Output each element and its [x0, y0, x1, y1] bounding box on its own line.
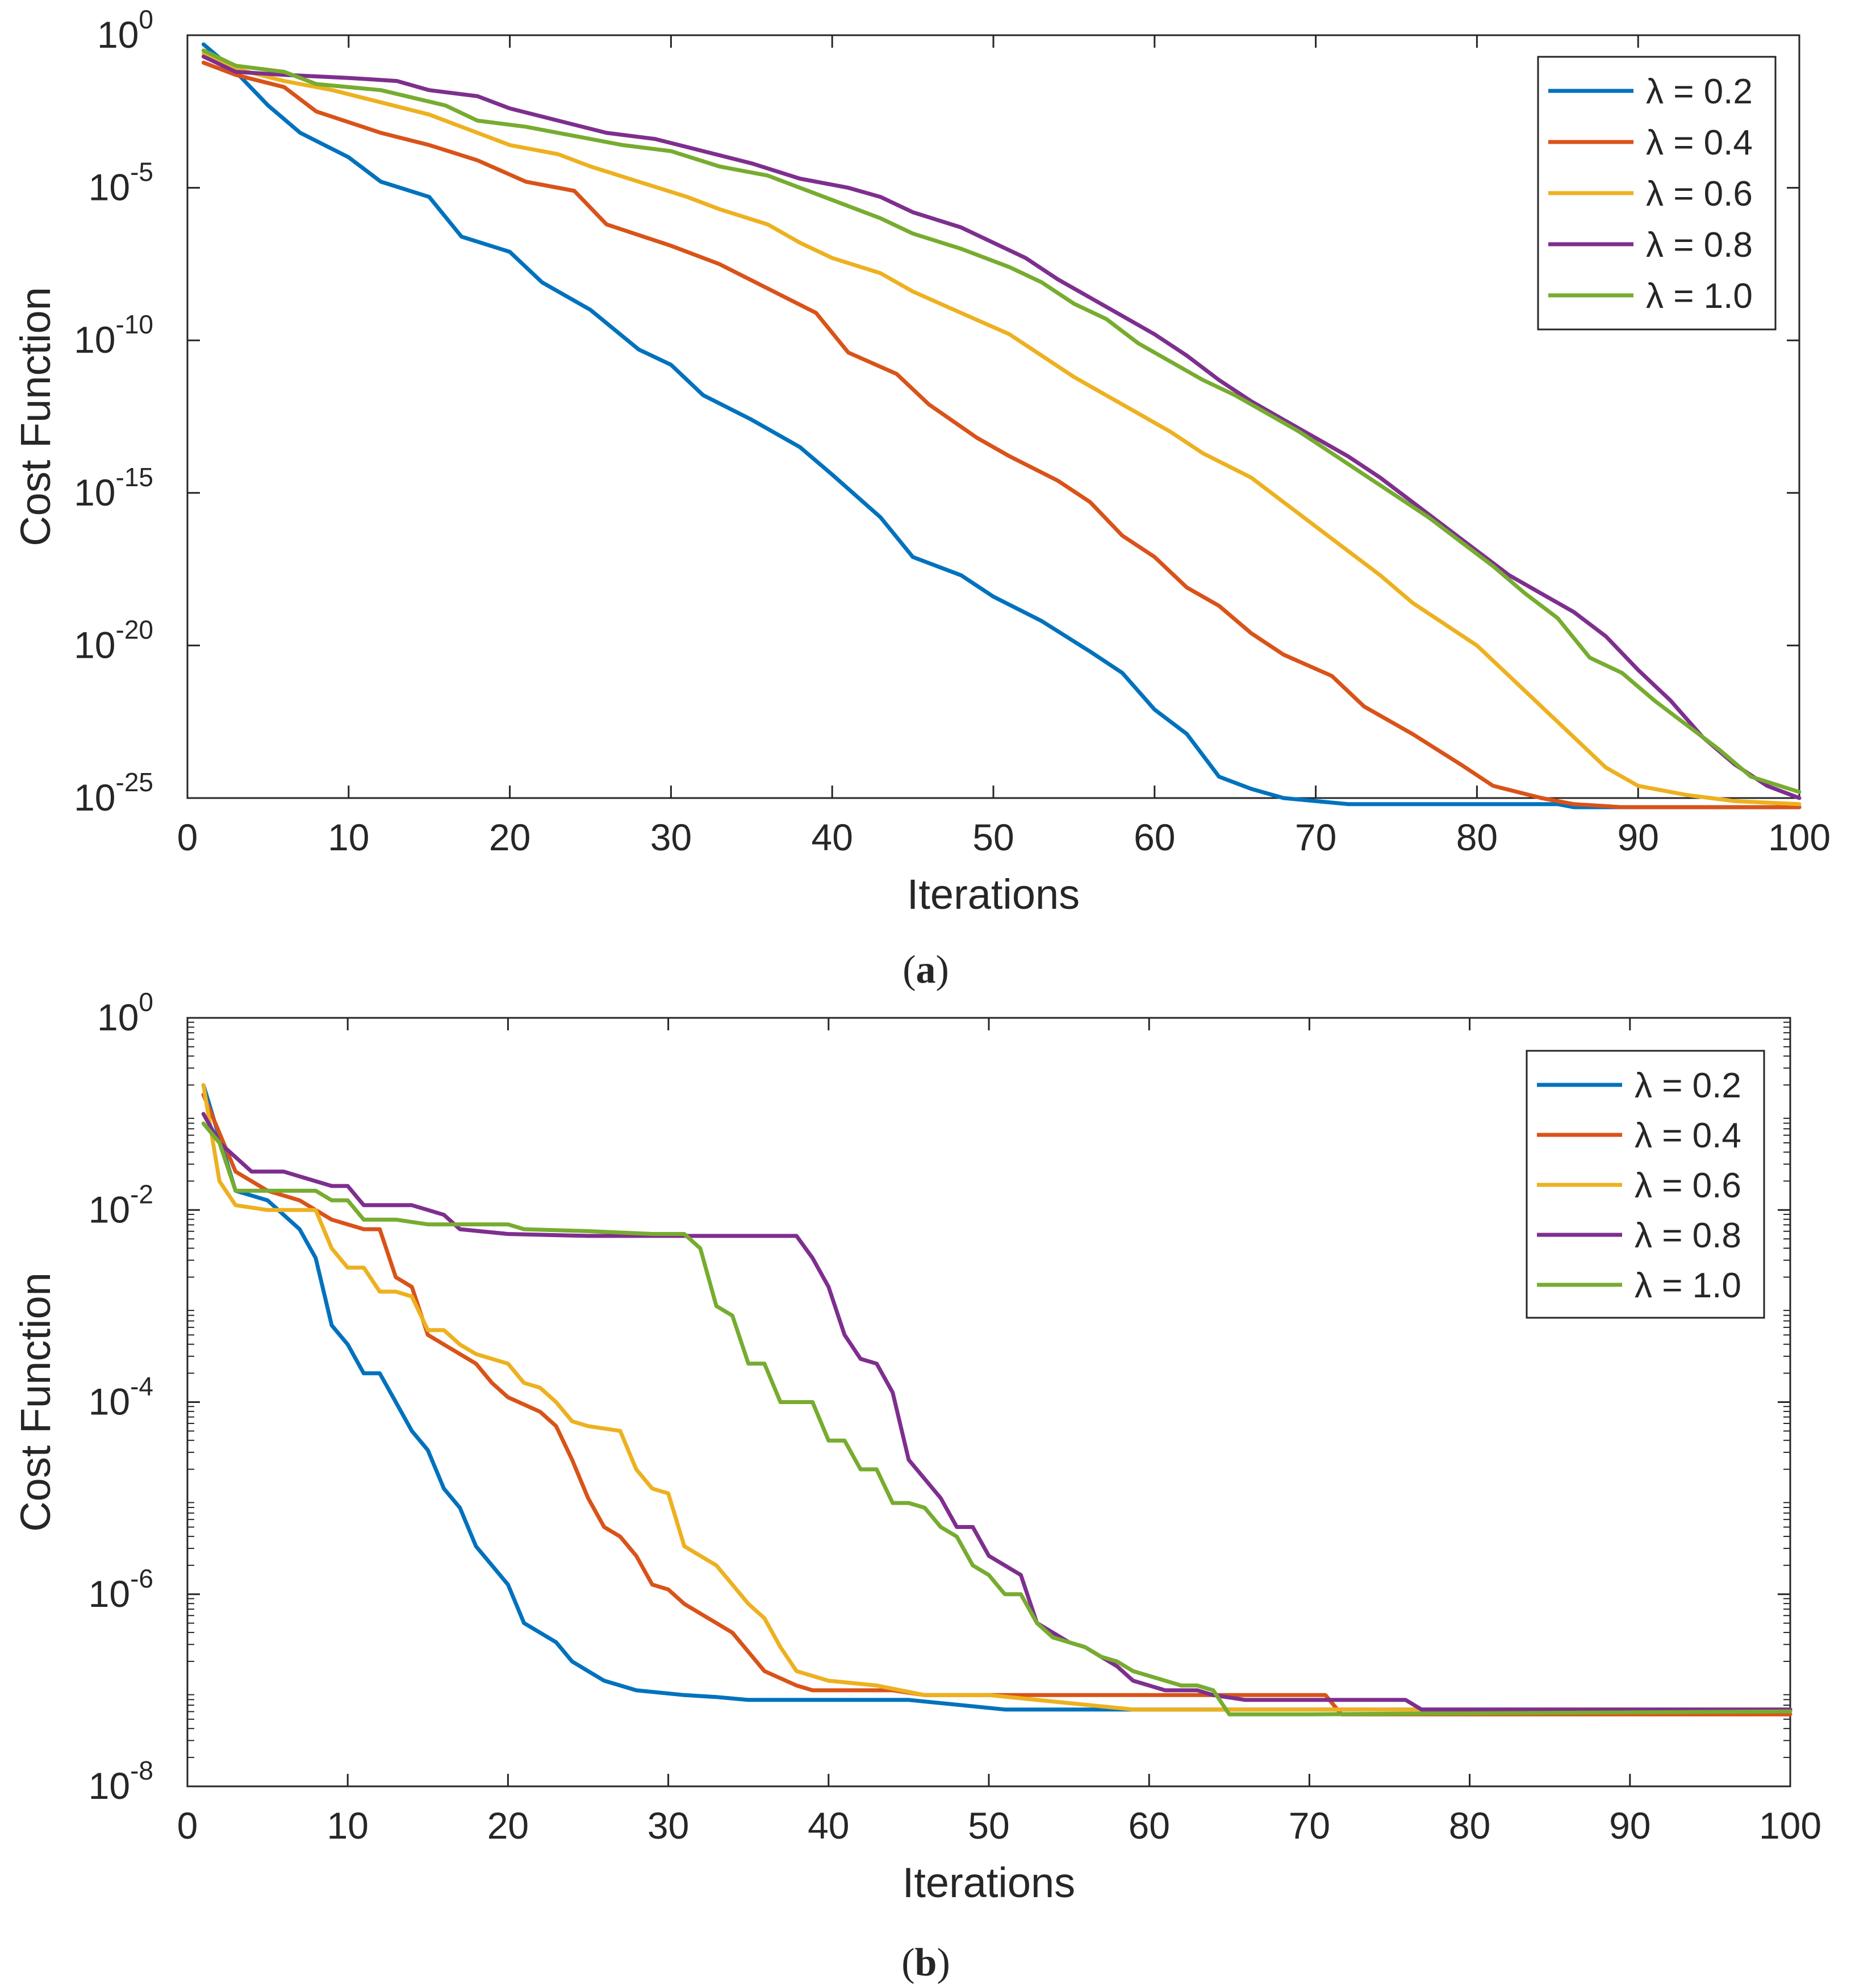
y-tick-label: 10-20	[74, 615, 153, 666]
y-tick-label: 10-2	[89, 1179, 153, 1230]
y-tick-label: 10-10	[74, 310, 153, 361]
legend-label-1: λ = 0.2	[1646, 72, 1753, 111]
series-line-5	[201, 1121, 1792, 1716]
series-line-5	[201, 48, 1802, 794]
x-tick-label: 70	[1289, 1805, 1330, 1847]
y-tick-base: 10	[97, 14, 139, 56]
panel-b-chart: 0 10 20 30 40 50 60 70 80 90 10010-810-610-410-210…	[12, 987, 1821, 1906]
series-line-2	[201, 60, 1802, 809]
x-tick-label: 0	[177, 816, 198, 858]
y-tick-exponent: 0	[139, 5, 153, 34]
y-tick-exponent: -25	[116, 767, 153, 797]
x-tick-label: 20	[489, 816, 530, 858]
y-tick-base: 10	[89, 1765, 130, 1807]
panel-a-caption: (a)	[902, 948, 949, 992]
legend-label-5: λ = 1.0	[1635, 1266, 1741, 1305]
x-tick-label: 40	[808, 1805, 849, 1847]
y-tick-exponent: -20	[116, 615, 153, 644]
legend-label-2: λ = 0.4	[1646, 123, 1753, 162]
axes-box	[186, 34, 1800, 799]
x-tick-label: 20	[487, 1805, 529, 1847]
series-line-2	[201, 1092, 1792, 1716]
y-tick-exponent: -10	[116, 310, 153, 339]
legend-label-3: λ = 0.6	[1646, 174, 1753, 214]
y-tick-exponent: -2	[130, 1179, 153, 1209]
x-tick-label: 10	[327, 1805, 368, 1847]
x-tick-label: 30	[647, 1805, 689, 1847]
x-tick-label: 100	[1759, 1805, 1821, 1847]
y-tick-base: 10	[89, 166, 130, 208]
x-tick-label: 60	[1134, 816, 1175, 858]
y-tick-base: 10	[89, 1381, 130, 1423]
y-tick-label: 10-15	[74, 462, 153, 513]
y-tick-base: 10	[89, 1573, 130, 1615]
legend-label-2: λ = 0.4	[1635, 1116, 1741, 1155]
series-line-4	[201, 55, 1802, 800]
x-tick-label: 50	[968, 1805, 1009, 1847]
x-tick-label: 90	[1617, 816, 1658, 858]
series-line-1	[201, 1083, 1792, 1712]
y-tick-label: 10-4	[89, 1372, 153, 1423]
y-tick-label: 10-5	[89, 157, 153, 208]
panel-b-caption: (b)	[901, 1941, 950, 1985]
panel-a-chart: 0 10 20 30 40 50 60 70 80 90 10010-2510-2010-1510-…	[12, 5, 1831, 918]
x-tick-label: 30	[650, 816, 692, 858]
legend-label-4: λ = 0.8	[1635, 1216, 1741, 1255]
series-line-4	[201, 1112, 1792, 1712]
x-tick-label: 80	[1449, 1805, 1490, 1847]
y-axis-label: Cost Function	[12, 287, 59, 546]
y-tick-exponent: 0	[139, 987, 153, 1017]
y-tick-exponent: -4	[130, 1372, 153, 1401]
y-tick-base: 10	[74, 776, 115, 818]
y-tick-exponent: -5	[130, 157, 153, 187]
legend-label-5: λ = 1.0	[1646, 277, 1753, 316]
legend-label-1: λ = 0.2	[1635, 1066, 1741, 1105]
x-tick-label: 60	[1128, 1805, 1169, 1847]
x-axis-label: Iterations	[907, 871, 1080, 918]
x-tick-label: 0	[177, 1805, 198, 1847]
x-tick-label: 40	[811, 816, 853, 858]
y-tick-base: 10	[89, 1188, 130, 1230]
series-line-1	[201, 42, 1802, 809]
y-tick-base: 10	[74, 624, 115, 666]
y-axis-label: Cost Function	[12, 1272, 59, 1532]
series-line-3	[201, 1083, 1792, 1712]
x-tick-label: 80	[1456, 816, 1498, 858]
x-tick-label: 90	[1609, 1805, 1651, 1847]
y-tick-base: 10	[74, 471, 115, 513]
x-tick-label: 70	[1295, 816, 1336, 858]
y-tick-label: 100	[97, 987, 153, 1038]
y-tick-label: 10-25	[74, 767, 153, 818]
x-axis-label: Iterations	[902, 1859, 1075, 1906]
y-tick-label: 10-8	[89, 1756, 153, 1807]
y-tick-base: 10	[74, 319, 115, 361]
x-tick-label: 100	[1768, 816, 1831, 858]
y-tick-exponent: -8	[130, 1756, 153, 1785]
y-tick-label: 10-6	[89, 1564, 153, 1615]
y-tick-exponent: -6	[130, 1564, 153, 1593]
x-tick-label: 10	[328, 816, 369, 858]
x-tick-label: 50	[972, 816, 1014, 858]
y-tick-exponent: -15	[116, 462, 153, 492]
legend-label-4: λ = 0.8	[1646, 225, 1753, 265]
y-tick-label: 100	[97, 5, 153, 56]
y-tick-base: 10	[97, 996, 139, 1038]
series-line-3	[201, 51, 1802, 807]
legend-label-3: λ = 0.6	[1635, 1166, 1741, 1205]
